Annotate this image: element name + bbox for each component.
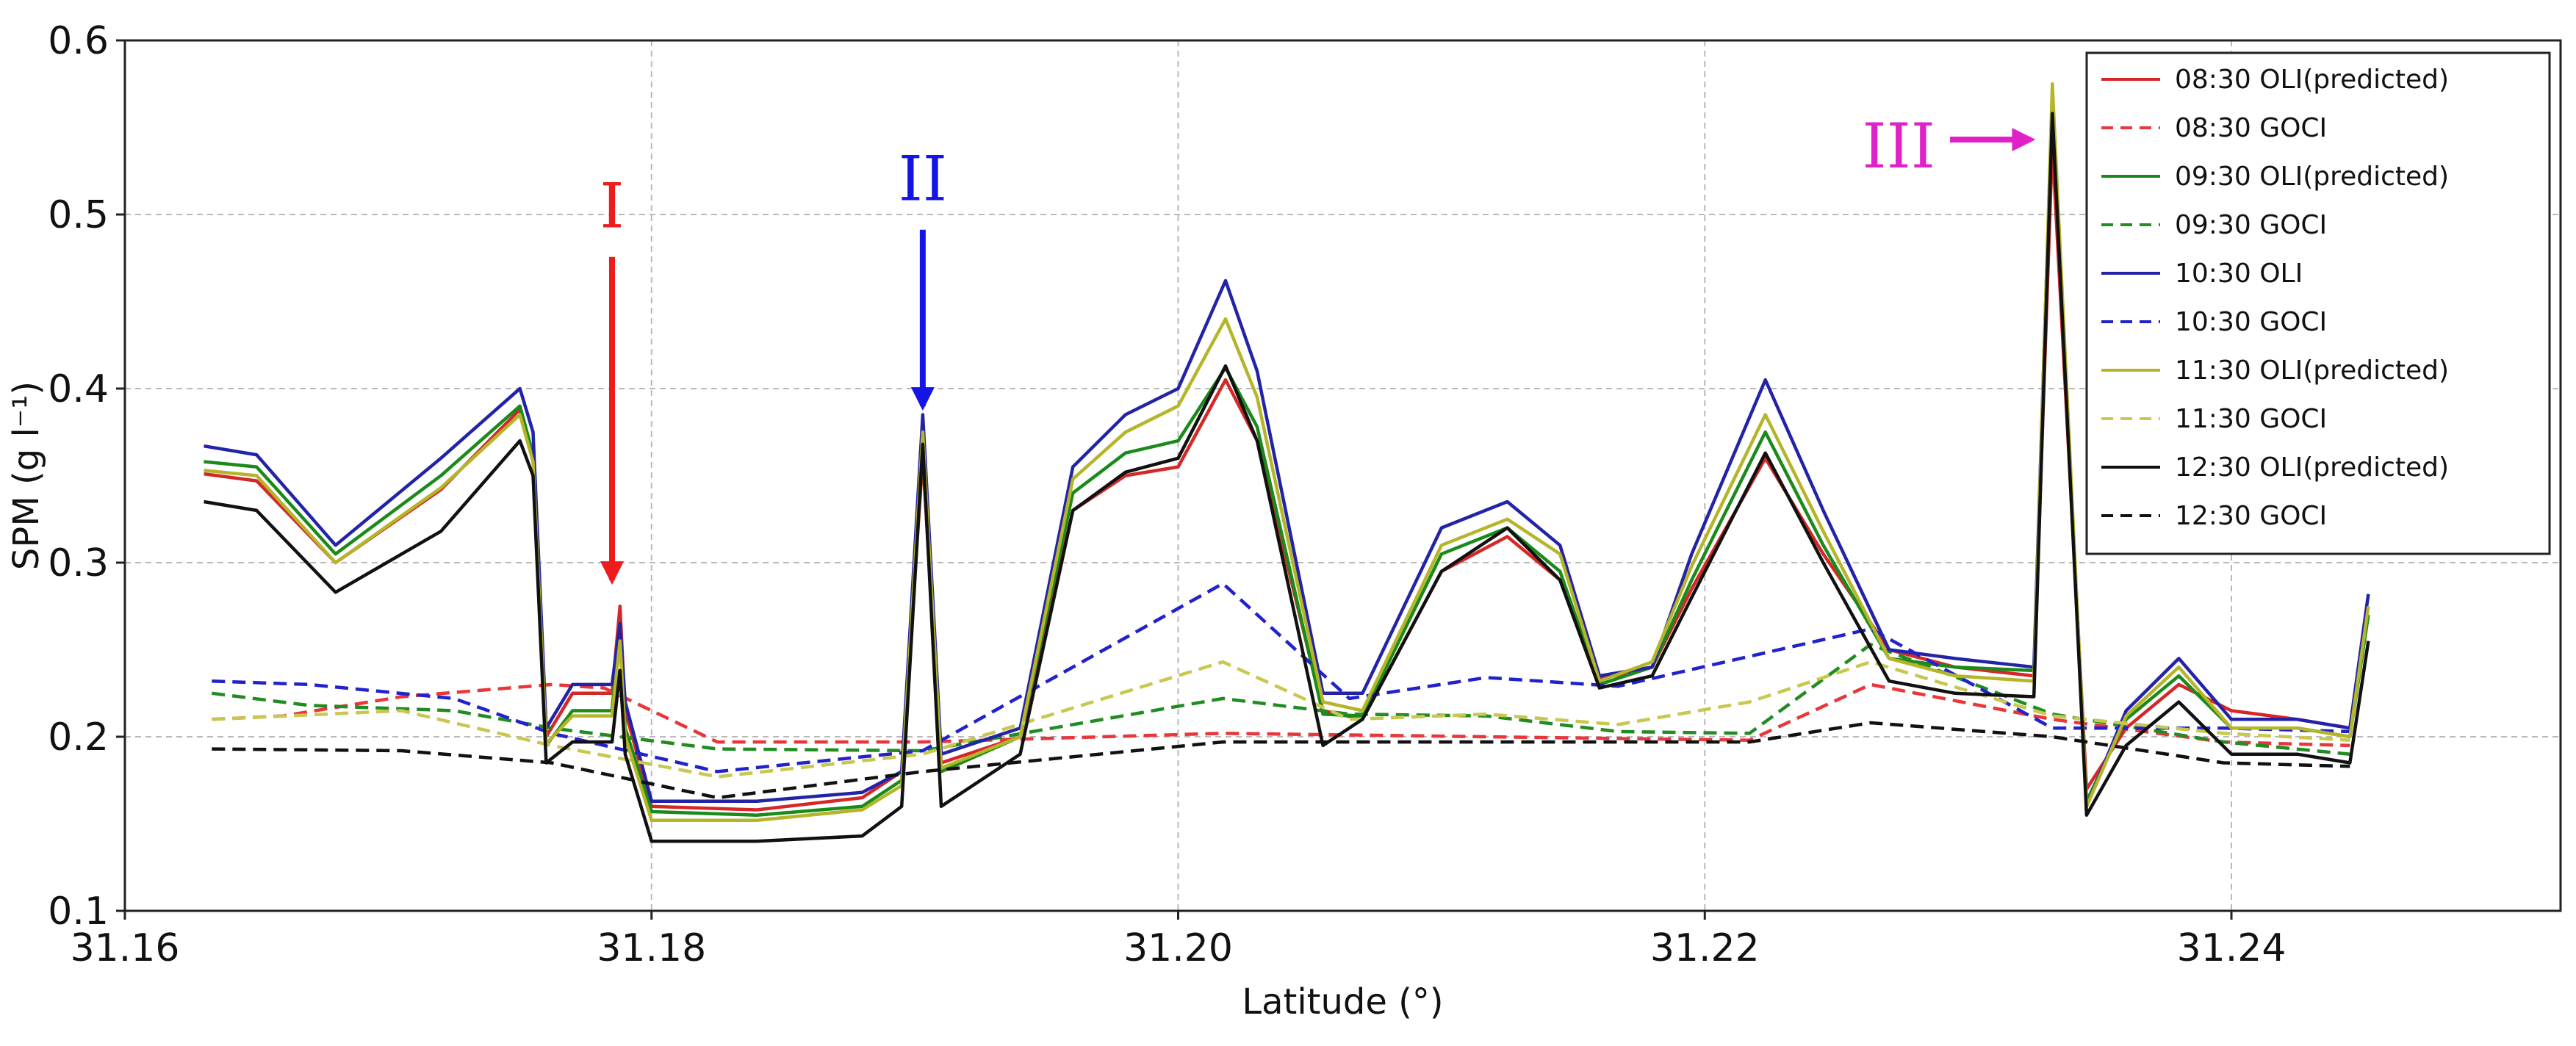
legend-entry-label: 08:30 GOCI	[2175, 113, 2327, 143]
x-tick-label: 31.18	[597, 926, 706, 970]
series-line-10	[212, 721, 2350, 800]
y-axis-title: SPM (g l⁻¹)	[6, 381, 47, 570]
legend-entry-label: 10:30 GOCI	[2175, 307, 2327, 337]
x-tick-label: 31.24	[2177, 926, 2287, 970]
y-tick-label: 0.4	[48, 367, 109, 411]
y-tick-label: 0.6	[48, 19, 109, 63]
legend-entry-label: 11:30 OLI(predicted)	[2175, 356, 2449, 386]
legend-entry-label: 09:30 OLI(predicted)	[2175, 162, 2449, 192]
series-line-4	[212, 643, 2350, 756]
legend-entry-label: 09:30 GOCI	[2175, 210, 2327, 240]
series-line-8	[212, 660, 2350, 779]
legend-entry-label: 10:30 OLI	[2175, 259, 2303, 289]
annotation-label-III: III	[1862, 110, 1935, 182]
series-line-9	[204, 112, 2370, 843]
series-line-6	[212, 582, 2350, 773]
legend-entry-label: 08:30 OLI(predicted)	[2175, 65, 2449, 95]
y-tick-label: 0.1	[48, 890, 109, 934]
legend-box	[2085, 51, 2551, 555]
plot-frame	[123, 39, 2562, 912]
legend-entry-label: 12:30 GOCI	[2175, 501, 2327, 531]
y-tick-label: 0.5	[48, 193, 109, 237]
x-tick-label: 31.22	[1650, 926, 1760, 970]
legend-entry-label: 12:30 OLI(predicted)	[2175, 452, 2449, 483]
x-tick-label: 31.16	[71, 926, 180, 970]
x-tick-label: 31.20	[1123, 926, 1233, 970]
y-tick-label: 0.3	[48, 541, 109, 585]
y-tick-label: 0.2	[48, 715, 109, 760]
series-line-2	[212, 682, 2350, 748]
annotation-label-I: I	[600, 170, 624, 242]
annotation-label-II: II	[899, 143, 947, 215]
x-axis-title: Latitude (°)	[1242, 981, 1443, 1022]
legend-entry-label: 11:30 GOCI	[2175, 404, 2327, 434]
